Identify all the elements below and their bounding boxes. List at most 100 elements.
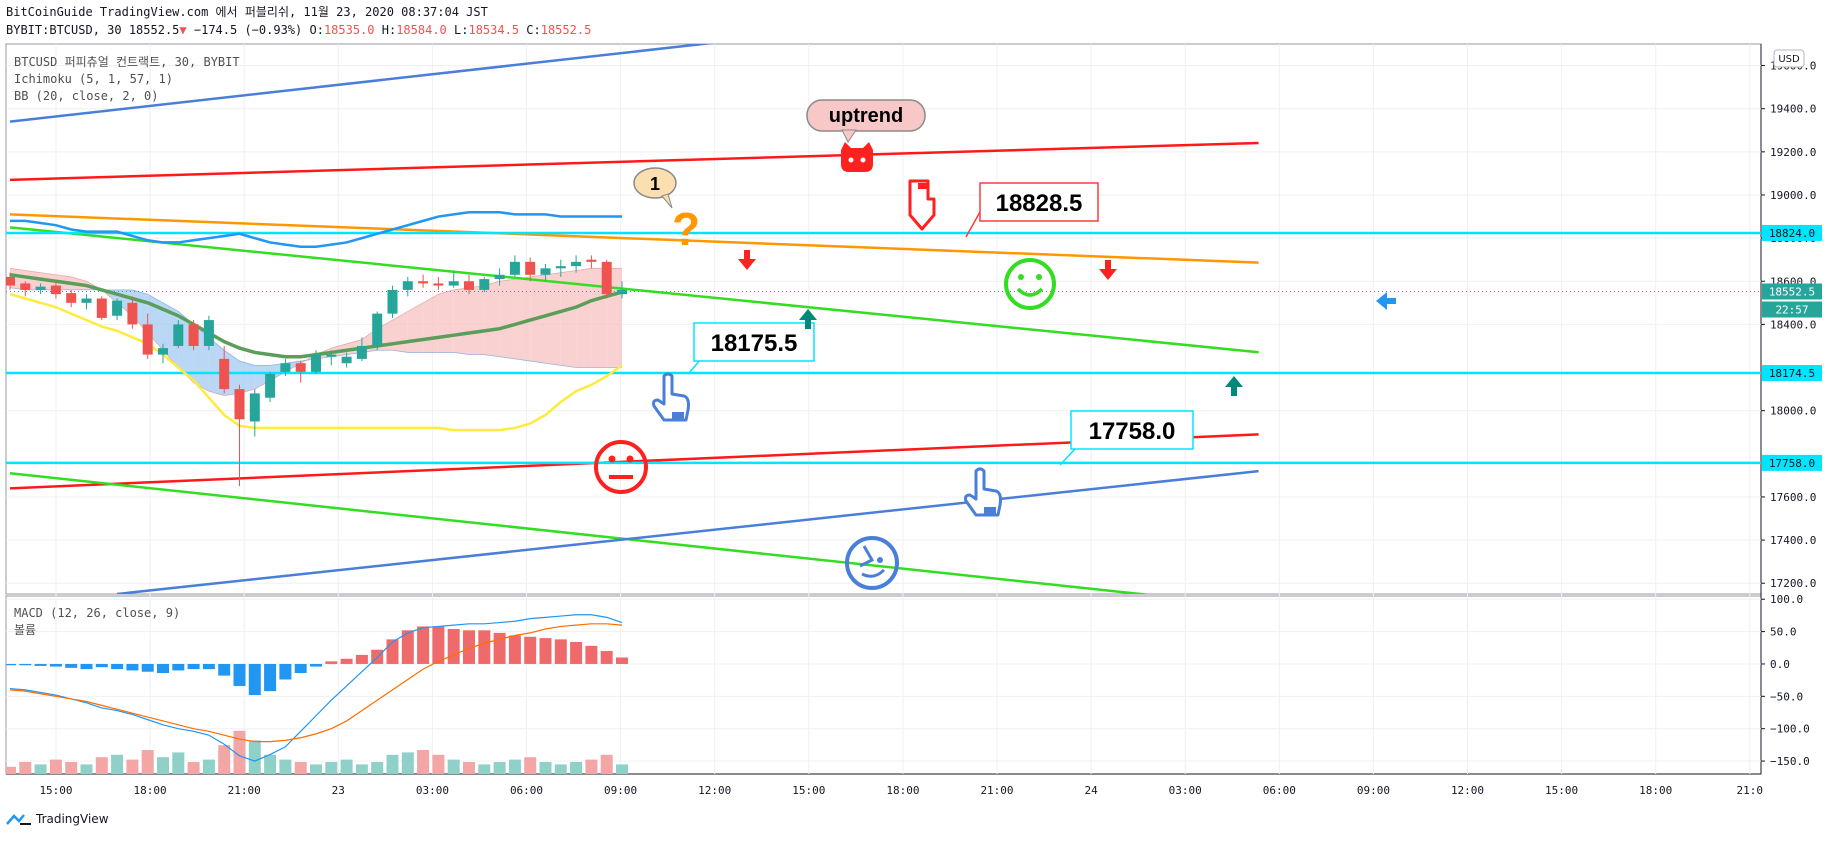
macd-histogram-bar xyxy=(340,658,353,664)
trendline xyxy=(9,213,1259,264)
volume-bar xyxy=(49,759,62,774)
low-value: 18534.5 xyxy=(468,23,520,37)
macd-axis[interactable]: 100.0 50.0 0.0 −50.0 −100.0 −150.0 xyxy=(1761,593,1810,768)
volume-bar xyxy=(340,759,353,774)
volume-bar xyxy=(432,754,445,774)
time-tick-label: 21:00 xyxy=(228,784,261,797)
macd-histogram-bar xyxy=(600,651,613,664)
price-pane[interactable] xyxy=(5,43,1762,595)
callout-18828-5[interactable]: 18828.5 xyxy=(965,182,1099,238)
uptrend-bubble[interactable]: uptrend xyxy=(806,99,926,143)
time-tick-label: 18:00 xyxy=(886,784,919,797)
candle-body xyxy=(234,389,245,420)
arrow-left-icon xyxy=(1376,292,1396,310)
trendline xyxy=(9,433,1259,490)
note-bubble[interactable]: 1 xyxy=(633,167,677,209)
currency-badge[interactable]: USD xyxy=(1773,49,1805,68)
volume-bar xyxy=(172,752,185,774)
volume-bar xyxy=(616,764,628,774)
macd-tick-label: 0.0 xyxy=(1770,658,1790,671)
price-axis[interactable]: 19600.019400.019200.019000.018800.018600… xyxy=(1761,60,1816,591)
time-tick-label: 15:00 xyxy=(1545,784,1578,797)
volume-bar xyxy=(65,762,78,774)
price-tag xyxy=(1762,224,1822,241)
volume-bar xyxy=(264,754,277,774)
horizontal-levels xyxy=(6,231,1761,465)
low-label: L: xyxy=(454,23,469,37)
grid xyxy=(6,44,1761,774)
macd-histogram-bar xyxy=(248,663,261,696)
candle-body xyxy=(494,274,505,280)
legend-ichimoku[interactable]: Ichimoku (5, 1, 57, 1) xyxy=(14,72,173,86)
price-legend: BTCUSD 퍼피츄얼 컨트랙트, 30, BYBIT Ichimoku (5,… xyxy=(14,55,240,103)
candle-body xyxy=(50,285,61,295)
candle-body xyxy=(219,358,230,390)
macd-tick-label: −50.0 xyxy=(1770,690,1803,703)
countdown-tag xyxy=(1762,301,1822,318)
candle-body xyxy=(142,324,153,355)
macd-histogram-bar xyxy=(111,663,124,670)
macd-histogram-bar xyxy=(447,629,460,664)
brand-footer[interactable]: TradingView xyxy=(6,812,109,826)
macd-line xyxy=(9,614,623,762)
cloud-segment xyxy=(545,272,561,366)
price-tick-label: 19400.0 xyxy=(1770,103,1816,116)
price-tick-label: 19000.0 xyxy=(1770,189,1816,202)
callout-18175-5[interactable]: 18175.5 xyxy=(687,322,815,375)
hand-point-down-icon xyxy=(908,179,936,231)
change-down-icon: ▼ xyxy=(179,23,187,37)
callout-label-17758-0: 17758.0 xyxy=(1089,418,1176,445)
callout-label-18828-5: 18828.5 xyxy=(996,190,1083,217)
candle-body xyxy=(173,324,184,346)
volume-bar xyxy=(218,745,231,774)
candle-body xyxy=(586,259,597,262)
macd-histogram-bar xyxy=(218,663,231,676)
candle-body xyxy=(571,261,582,267)
cloud-segment xyxy=(560,270,577,368)
price-tick-label: 18400.0 xyxy=(1770,318,1816,331)
arrow-up-icon xyxy=(799,309,817,329)
hand-point-up-icon xyxy=(652,372,690,422)
legend-bb[interactable]: BB (20, close, 2, 0) xyxy=(14,89,159,103)
macd-pane[interactable] xyxy=(5,595,1762,775)
volume-bar xyxy=(202,759,215,774)
macd-histogram-bar xyxy=(6,663,16,666)
drawings: 18828.5 18175.5 17758.0 uptrend xyxy=(594,99,1396,590)
macd-histogram-bar xyxy=(126,663,139,671)
volume-bar xyxy=(6,766,16,774)
macd-tick-label: 50.0 xyxy=(1770,626,1797,639)
volume-bar xyxy=(157,757,169,774)
price-tags: 18824.0 18552.5 18174.5 17758.0 22:57 xyxy=(1762,224,1822,471)
time-axis[interactable]: 15:00 18:00 21:00 23 03:00 06:00 09:00 12:00 15:… xyxy=(39,784,1763,797)
macd-histogram-bar xyxy=(157,663,169,674)
time-tick-label: 15:00 xyxy=(792,784,825,797)
question-mark-icon: ? xyxy=(672,203,700,255)
macd-lines xyxy=(9,614,623,762)
trendline xyxy=(9,141,1259,182)
legend-volume[interactable]: 볼륨 xyxy=(14,623,36,637)
macd-histogram-bar xyxy=(524,636,537,664)
tradingview-logo-icon xyxy=(6,814,31,825)
legend-macd[interactable]: MACD (12, 26, close, 9) xyxy=(14,606,180,620)
macd-histogram-bar xyxy=(310,663,322,667)
candle-body xyxy=(188,324,199,346)
legend-title[interactable]: BTCUSD 퍼피츄얼 컨트랙트, 30, BYBIT xyxy=(14,55,240,69)
candle-body xyxy=(418,281,429,284)
candle-body xyxy=(96,298,107,318)
time-tick-label: 12:00 xyxy=(698,784,731,797)
neutral-face-icon xyxy=(594,440,648,494)
candle-body xyxy=(509,261,520,275)
candle-body xyxy=(356,345,367,359)
macd-histogram-bar xyxy=(65,663,78,668)
price-tag-label: 17758.0 xyxy=(1769,457,1815,470)
bb-lower-line xyxy=(9,292,623,432)
callout-17758-0[interactable]: 17758.0 xyxy=(1059,410,1194,466)
volume-bar xyxy=(294,762,307,774)
time-tick-label: 21:0 xyxy=(1737,784,1764,797)
candle-body xyxy=(249,393,260,422)
macd-histogram-bar xyxy=(19,663,32,666)
macd-histogram-bar xyxy=(570,641,583,664)
cloud-segment xyxy=(469,285,485,355)
ohlc-line: BYBIT:BTCUSD, 30 18552.5▼ −174.5 (−0.93%… xyxy=(6,23,591,38)
